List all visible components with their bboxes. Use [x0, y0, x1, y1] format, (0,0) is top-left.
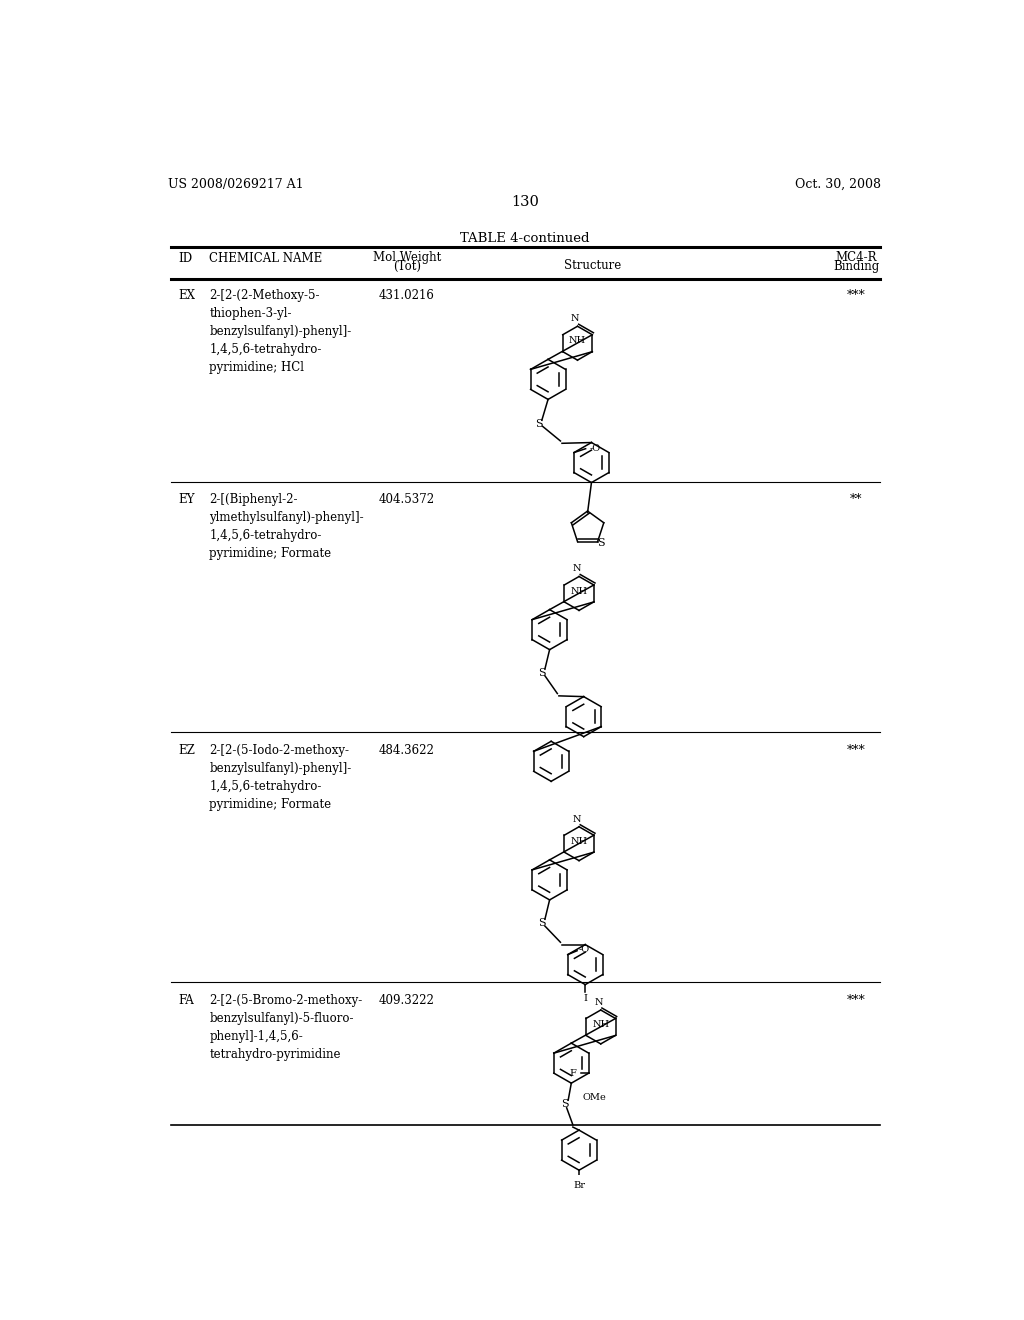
Text: N: N [572, 814, 581, 824]
Text: Mol Weight: Mol Weight [373, 251, 441, 264]
Text: 409.3222: 409.3222 [379, 994, 435, 1007]
Text: (Tot): (Tot) [393, 260, 421, 273]
Text: F: F [569, 1069, 577, 1077]
Text: EX: EX [178, 289, 196, 302]
Text: 2-[2-(2-Methoxy-5-
thiophen-3-yl-
benzylsulfanyl)-phenyl]-
1,4,5,6-tetrahydro-
p: 2-[2-(2-Methoxy-5- thiophen-3-yl- benzyl… [209, 289, 351, 375]
Text: ***: *** [847, 743, 866, 756]
Text: I: I [584, 994, 587, 1003]
Text: Binding: Binding [834, 260, 880, 273]
Text: 431.0216: 431.0216 [379, 289, 435, 302]
Text: 130: 130 [511, 195, 539, 210]
Text: FA: FA [178, 994, 195, 1007]
Text: EY: EY [178, 494, 195, 507]
Text: -O: -O [590, 445, 601, 453]
Text: OMe: OMe [583, 1093, 606, 1102]
Text: 2-[2-(5-Iodo-2-methoxy-
benzylsulfanyl)-phenyl]-
1,4,5,6-tetrahydro-
pyrimidine;: 2-[2-(5-Iodo-2-methoxy- benzylsulfanyl)-… [209, 743, 351, 810]
Text: -O: -O [579, 945, 590, 954]
Text: 2-[(Biphenyl-2-
ylmethylsulfanyl)-phenyl]-
1,4,5,6-tetrahydro-
pyrimidine; Forma: 2-[(Biphenyl-2- ylmethylsulfanyl)-phenyl… [209, 494, 364, 561]
Text: 404.5372: 404.5372 [379, 494, 435, 507]
Text: S: S [535, 418, 543, 429]
Text: **: ** [850, 494, 863, 507]
Text: ID: ID [178, 252, 193, 265]
Text: NH: NH [592, 1020, 609, 1030]
Text: N: N [571, 314, 580, 323]
Text: N: N [572, 565, 581, 573]
Text: 484.3622: 484.3622 [379, 743, 435, 756]
Text: ***: *** [847, 289, 866, 302]
Text: TABLE 4-continued: TABLE 4-continued [460, 231, 590, 244]
Text: NH: NH [570, 586, 588, 595]
Text: EZ: EZ [178, 743, 196, 756]
Text: ***: *** [847, 994, 866, 1007]
Text: CHEMICAL NAME: CHEMICAL NAME [209, 252, 323, 265]
Text: NH: NH [570, 837, 588, 846]
Text: S: S [538, 917, 546, 928]
Text: Br: Br [573, 1181, 585, 1189]
Text: Oct. 30, 2008: Oct. 30, 2008 [796, 178, 882, 190]
Text: S: S [597, 539, 604, 548]
Text: US 2008/0269217 A1: US 2008/0269217 A1 [168, 178, 304, 190]
Text: S: S [538, 668, 546, 677]
Text: Structure: Structure [564, 259, 622, 272]
Text: 2-[2-(5-Bromo-2-methoxy-
benzylsulfanyl)-5-fluoro-
phenyl]-1,4,5,6-
tetrahydro-p: 2-[2-(5-Bromo-2-methoxy- benzylsulfanyl)… [209, 994, 362, 1061]
Text: N: N [594, 998, 603, 1007]
Text: NH: NH [569, 337, 586, 346]
Text: S: S [561, 1100, 569, 1109]
Text: MC4-R: MC4-R [836, 251, 878, 264]
